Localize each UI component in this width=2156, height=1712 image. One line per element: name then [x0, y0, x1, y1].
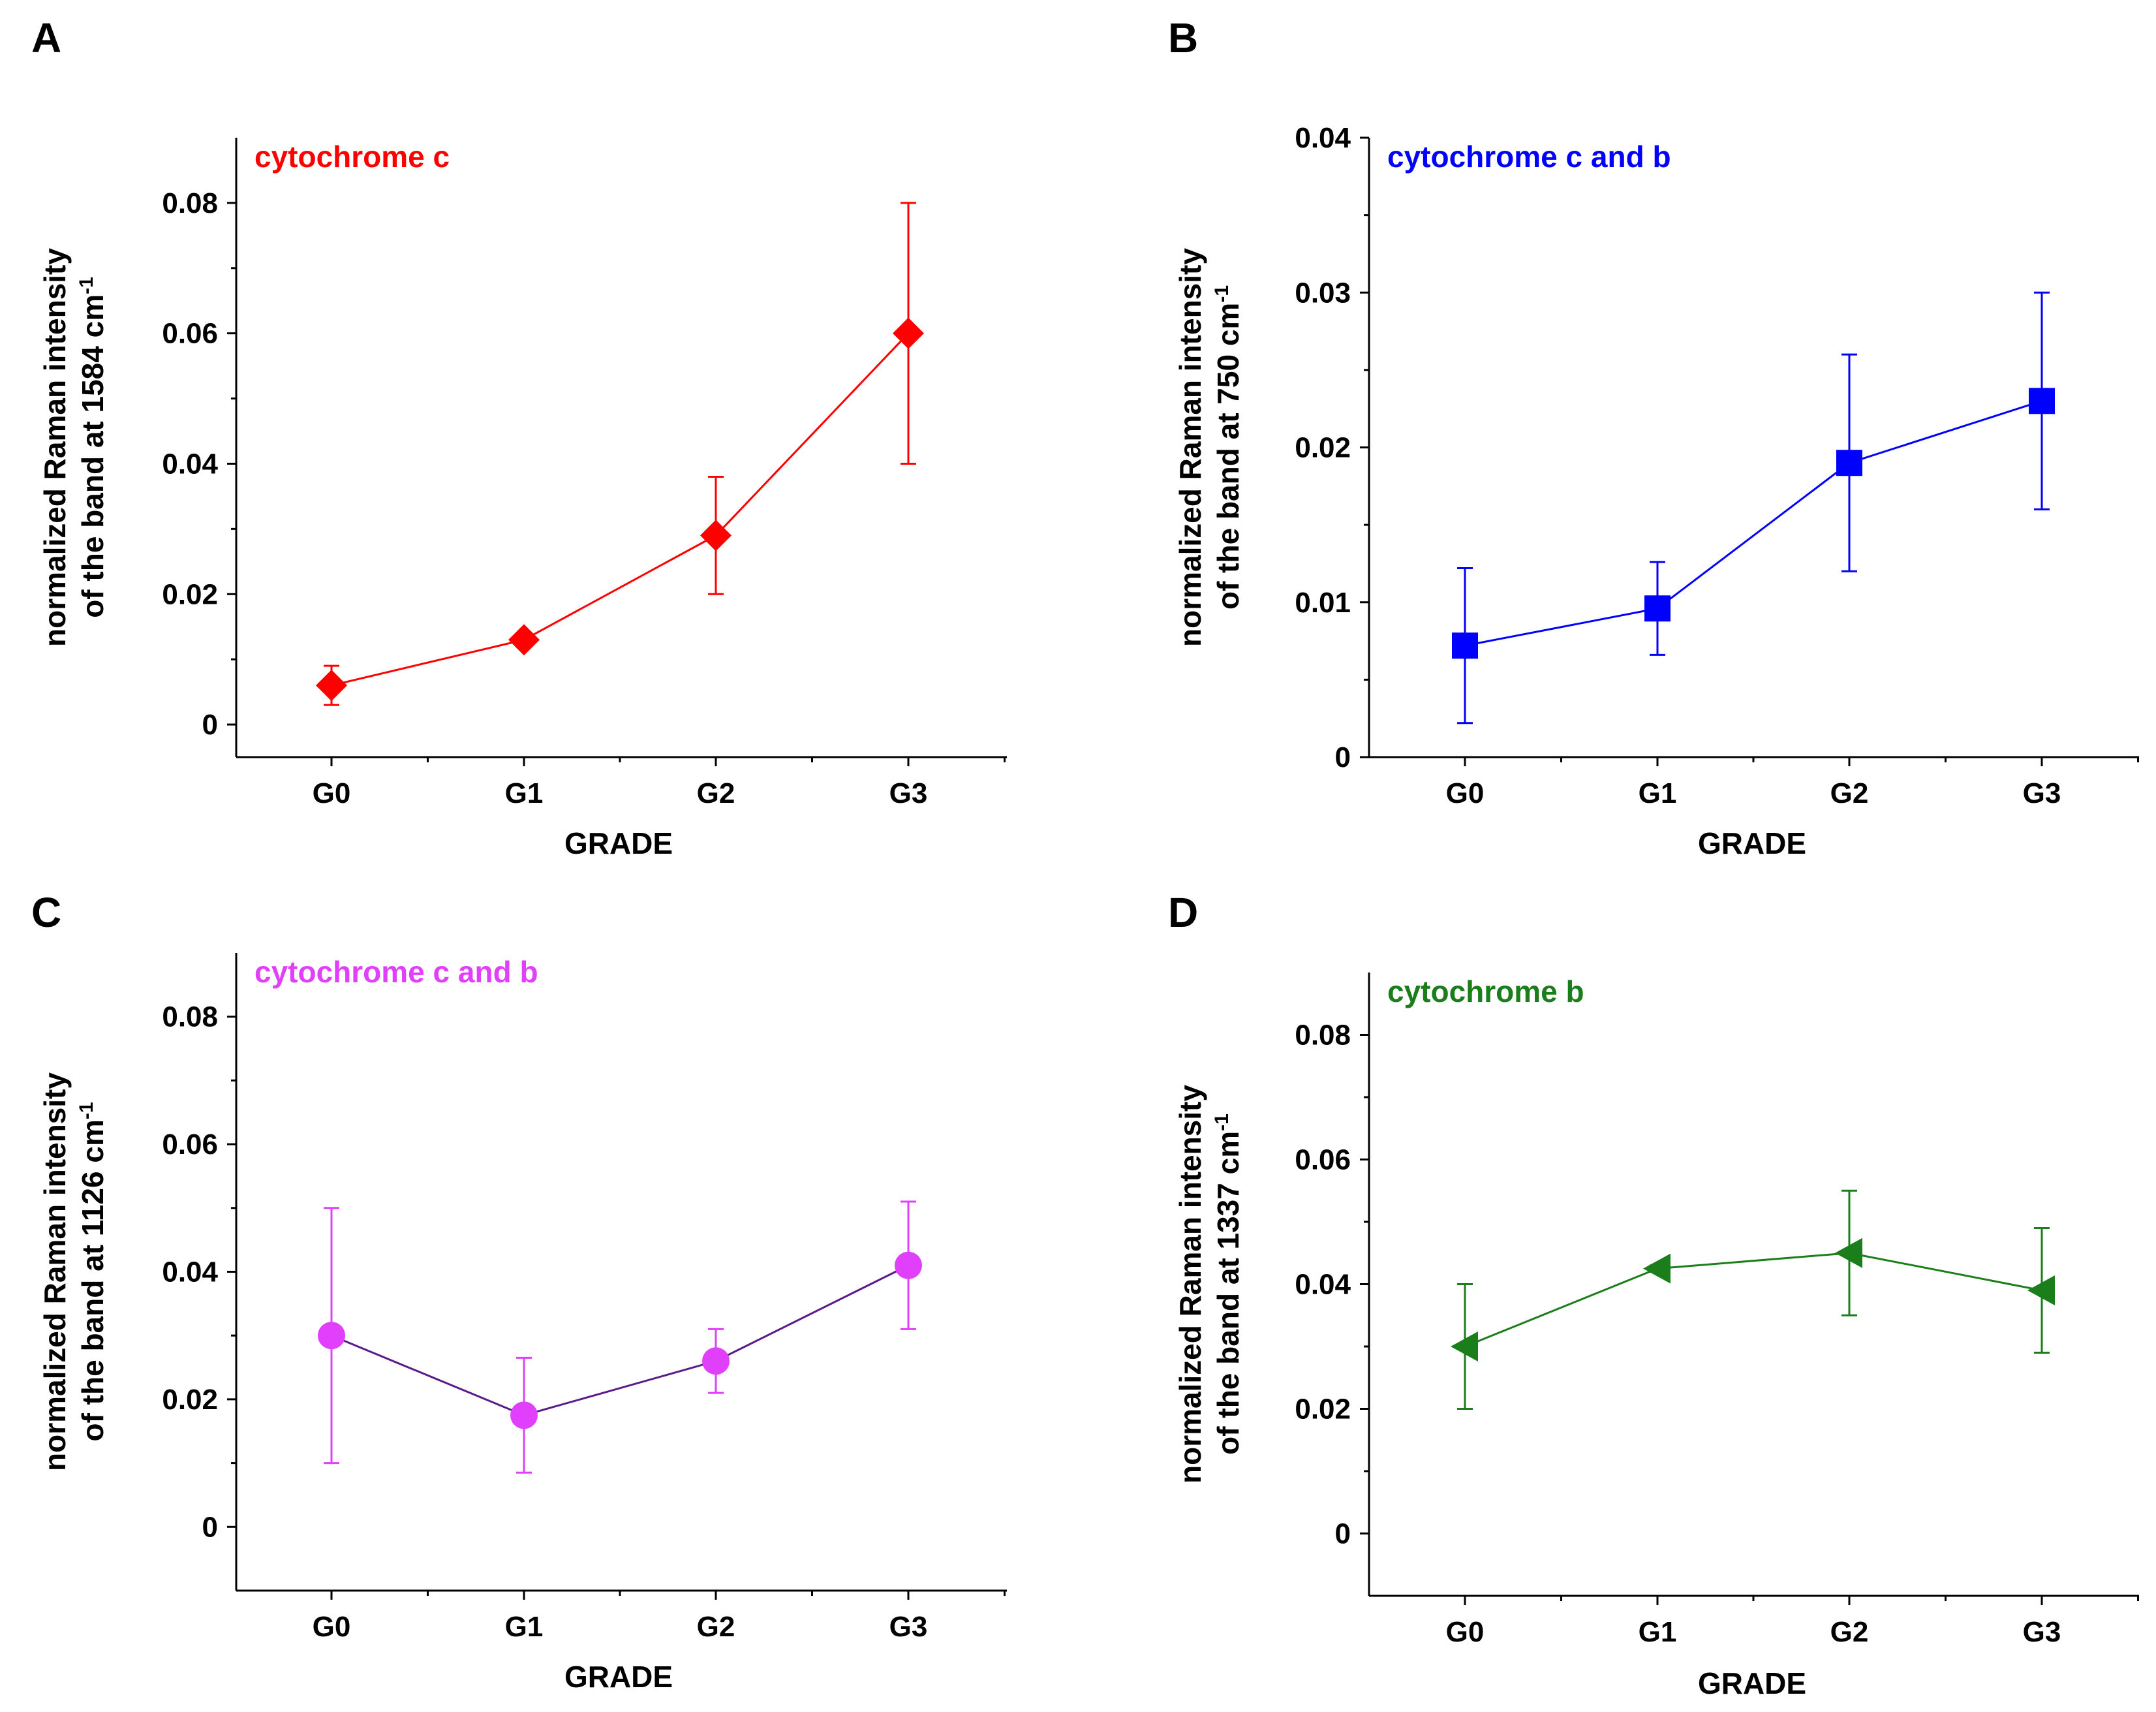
y-tick-label: 0.06 [1295, 1144, 1351, 1176]
legend-label: cytochrome c and b [1387, 140, 1671, 174]
data-point [316, 670, 347, 702]
x-tick-label: G0 [313, 777, 351, 809]
y-tick-label: 0.04 [1295, 1269, 1351, 1301]
panel-letter: A [31, 14, 61, 61]
x-tick-label: G0 [1446, 777, 1485, 809]
x-tick-label: G1 [505, 777, 544, 809]
panel-letter: D [1168, 889, 1198, 936]
y-axis-title-text: of the band at 750 cm [1211, 303, 1245, 610]
x-tick-label: G1 [1639, 1616, 1677, 1648]
y-tick-label: 0.02 [1295, 1393, 1351, 1425]
y-axis-title-line2: of the band at 750 cm-1 [1211, 285, 1246, 610]
legend-label: cytochrome c [254, 140, 450, 174]
data-point [510, 1401, 538, 1429]
y-tick-label: 0.02 [162, 1384, 218, 1416]
x-axis-title: GRADE [564, 826, 673, 860]
data-point [2029, 388, 2055, 414]
y-tick-label: 0.06 [162, 1128, 218, 1160]
y-axis-title-line2: of the band at 1337 cm-1 [1211, 1113, 1246, 1455]
data-point [1644, 595, 1671, 622]
x-tick-label: G0 [1446, 1616, 1485, 1648]
y-axis-title-exponent: -1 [1211, 1113, 1233, 1131]
series-line [1464, 399, 2042, 647]
y-axis-title-line1: normalized Raman intensity [38, 1072, 72, 1471]
y-tick-label: 0.04 [162, 448, 218, 480]
x-tick-label: G1 [1639, 777, 1677, 809]
y-tick-label: 0.02 [1295, 432, 1351, 464]
x-tick-label: G2 [1830, 1616, 1869, 1648]
y-axis-title-line1: normalized Raman intensity [1173, 1085, 1207, 1484]
y-axis-title-exponent: -1 [76, 1102, 97, 1119]
x-tick-label: G3 [889, 777, 928, 809]
data-point [700, 520, 732, 552]
y-axis-title-text: of the band at 1126 cm [76, 1119, 110, 1441]
panel-letter: B [1168, 14, 1198, 61]
x-tick-label: G1 [505, 1611, 544, 1643]
y-axis-title-exponent: -1 [76, 277, 97, 294]
y-tick-label: 0 [202, 709, 218, 741]
y-tick-label: 0.01 [1295, 587, 1351, 619]
data-point [1643, 1253, 1671, 1284]
data-point [1835, 1237, 1862, 1268]
y-tick-label: 0.04 [162, 1256, 218, 1288]
y-axis-title-text: of the band at 1584 cm [76, 294, 110, 618]
y-axis-title-line2: of the band at 1126 cm-1 [76, 1102, 110, 1441]
data-point [508, 624, 540, 656]
y-tick-label: 0 [1335, 741, 1351, 773]
x-tick-label: G0 [313, 1611, 351, 1643]
y-tick-label: 0.02 [162, 578, 218, 610]
x-tick-label: G2 [697, 777, 735, 809]
panel-letter: C [31, 889, 61, 936]
legend-label: cytochrome c and b [254, 955, 538, 989]
x-tick-label: G3 [2023, 1616, 2061, 1648]
y-tick-label: 0.08 [162, 187, 218, 219]
series-line [1464, 1252, 2042, 1348]
chart-panel-a: A 0 0.02 0.04 0.06 0.08 G0 G1 G2 G3 GRADE normalize… [31, 14, 1007, 860]
data-point [1836, 450, 1862, 476]
chart-panel-d: D 0 0.02 0.04 0.06 0.08 G0 G1 G2 G3 GRADE normalize… [1168, 889, 2139, 1700]
y-tick-label: 0 [202, 1511, 218, 1543]
data-point [318, 1322, 345, 1350]
y-axis-title-text: of the band at 1337 cm [1211, 1131, 1245, 1455]
series-line [331, 332, 910, 687]
y-tick-label: 0.08 [162, 1001, 218, 1033]
series-line [331, 1264, 909, 1416]
y-tick-label: 0.08 [1295, 1019, 1351, 1051]
x-tick-label: G2 [697, 1611, 735, 1643]
x-axis-title: GRADE [1698, 826, 1806, 860]
x-axis-title: GRADE [564, 1660, 673, 1694]
y-tick-label: 0.04 [1295, 122, 1351, 154]
data-point [895, 1251, 922, 1279]
x-tick-label: G2 [1830, 777, 1869, 809]
data-point [1451, 1331, 1478, 1362]
data-point [893, 317, 924, 349]
x-tick-label: G3 [2023, 777, 2061, 809]
data-point [1452, 632, 1478, 659]
y-axis-title-line2: of the band at 1584 cm-1 [76, 277, 110, 618]
chart-panel-c: C 0 0.02 0.04 0.06 0.08 G0 G1 G2 G3 GRADE normalize… [31, 889, 1007, 1694]
chart-panel-b: B 0 0.01 0.02 0.03 0.04 G0 G1 G2 G3 GRADE normalize… [1168, 14, 2139, 860]
y-axis-title-line1: normalized Raman intensity [38, 248, 72, 647]
data-point [702, 1347, 730, 1375]
y-axis-title-exponent: -1 [1211, 285, 1233, 303]
y-tick-label: 0.06 [162, 318, 218, 350]
y-tick-label: 0 [1335, 1518, 1351, 1550]
data-point [2027, 1275, 2055, 1306]
x-tick-label: G3 [889, 1611, 928, 1643]
y-tick-label: 0.03 [1295, 277, 1351, 309]
y-axis-title-line1: normalized Raman intensity [1173, 248, 1207, 647]
x-axis-title: GRADE [1698, 1666, 1806, 1700]
legend-label: cytochrome b [1387, 974, 1584, 1008]
